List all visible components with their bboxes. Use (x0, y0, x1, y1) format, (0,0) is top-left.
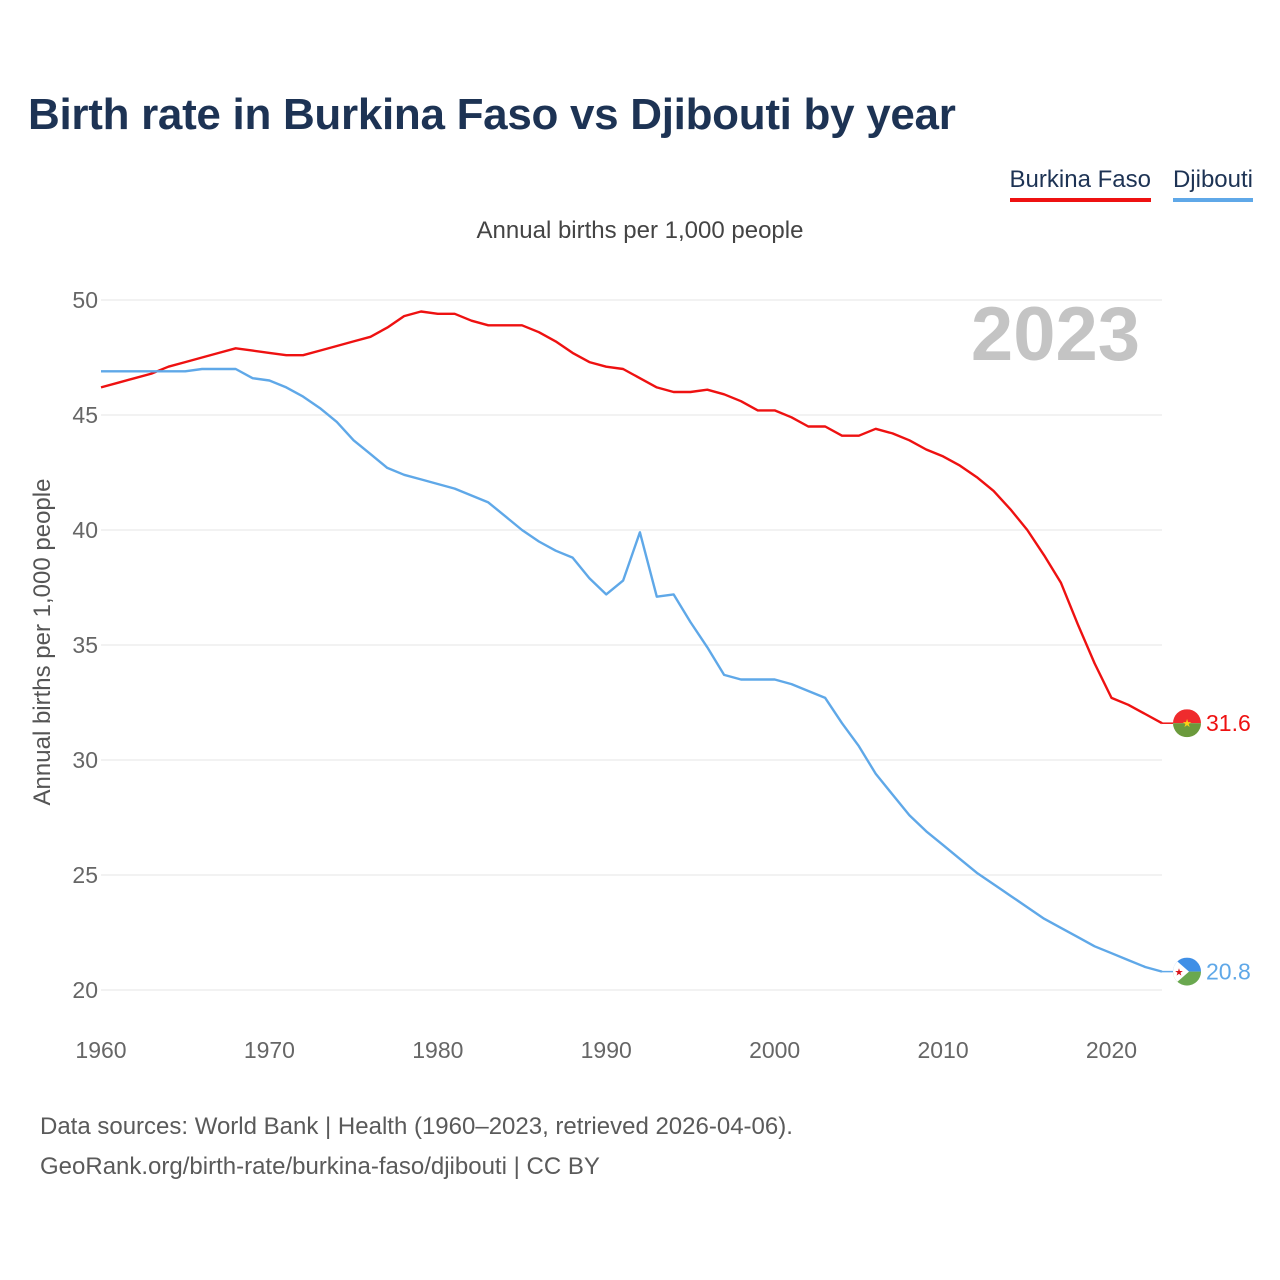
flag-triangle (1173, 957, 1189, 986)
y-tick-label-25: 25 (72, 862, 98, 888)
year-watermark: 2023 (971, 292, 1140, 377)
series-line-djibouti (101, 367, 1163, 973)
source-line: Data sources: World Bank | Health (1960–… (40, 1113, 793, 1140)
end-value-label-burkina-faso: 31.6 (1206, 710, 1251, 736)
flag-band-green (1173, 723, 1201, 738)
flag-band-red (1173, 709, 1201, 724)
series-line-burkina-faso (100, 310, 1163, 725)
flag-fill-burkina-faso: ★ (1173, 709, 1201, 738)
chart-subtitle: Annual births per 1,000 people (476, 217, 804, 244)
y-tick-label-45: 45 (72, 402, 98, 428)
x-tick-label-1970: 1970 (244, 1037, 295, 1063)
x-tick-label-1960: 1960 (75, 1037, 126, 1063)
chart-title: Birth rate in Burkina Faso vs Djibouti b… (28, 90, 956, 139)
djibouti-flag: ★ (1173, 957, 1201, 986)
y-tick-label-40: 40 (72, 517, 98, 543)
legend-item-djibouti[interactable]: Djibouti (1172, 166, 1253, 202)
credit-line: GeoRank.org/birth-rate/burkina-faso/djib… (40, 1153, 600, 1180)
x-tick-label-2010: 2010 (917, 1037, 968, 1063)
x-tick-label-1990: 1990 (581, 1037, 632, 1063)
legend: Burkina Faso Djibouti (1009, 166, 1253, 202)
y-tick-label-50: 50 (72, 287, 98, 313)
x-tick-label-1980: 1980 (412, 1037, 463, 1063)
flag-star: ★ (1182, 718, 1192, 730)
burkina-faso-flag: ★ (1173, 709, 1201, 738)
legend-item-burkina-faso[interactable]: Burkina Faso (1009, 166, 1151, 202)
end-value-label-djibouti: 20.8 (1206, 959, 1251, 985)
flag-star: ★ (1175, 968, 1184, 979)
y-tick-label-20: 20 (72, 977, 98, 1003)
x-tick-label-2020: 2020 (1086, 1037, 1137, 1063)
y-tick-label-35: 35 (72, 632, 98, 658)
x-tick-label-2000: 2000 (749, 1037, 800, 1063)
flag-fill-djibouti: ★ (1173, 957, 1201, 986)
y-tick-label-30: 30 (72, 747, 98, 773)
source-footer: Data sources: World Bank | Health (1960–… (40, 1107, 793, 1187)
